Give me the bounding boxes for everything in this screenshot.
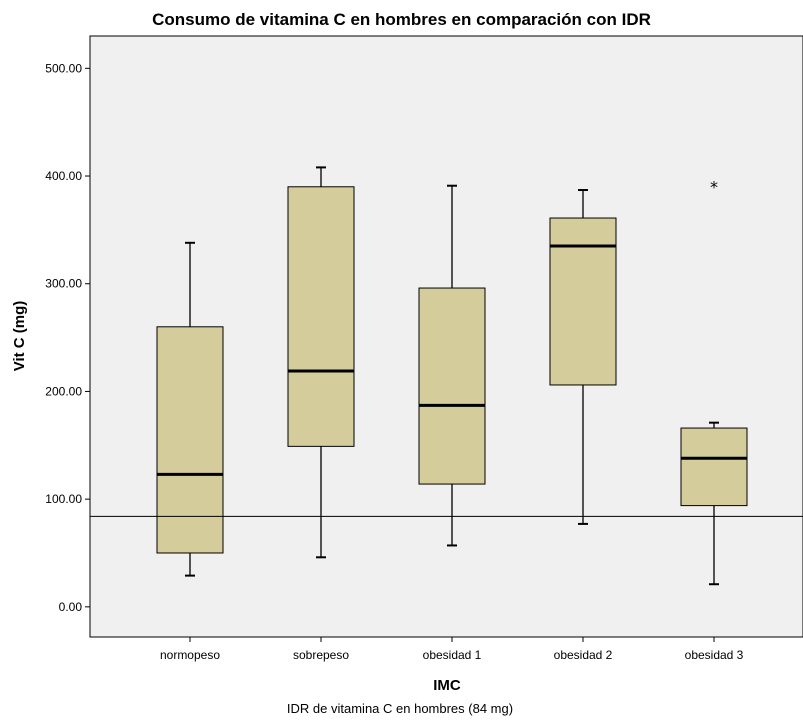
x-tick-label: normopeso: [160, 648, 220, 662]
y-axis: 0.00 100.00 200.00 300.00 400.00 500.00: [45, 61, 90, 614]
footnote-idr: IDR de vitamina C en hombres (84 mg): [287, 701, 513, 716]
y-tick-label: 100.00: [45, 492, 82, 506]
chart-title: Consumo de vitamina C en hombres en comp…: [152, 10, 651, 29]
x-axis-title: IMC: [433, 677, 461, 694]
iqr-box: [418, 287, 486, 485]
iqr-box: [287, 186, 355, 447]
box-obesidad-2: [549, 189, 617, 525]
iqr-box: [156, 326, 224, 554]
y-axis-title: Vit C (mg): [11, 301, 28, 372]
y-tick-label: 500.00: [45, 61, 82, 75]
y-tick-label: 0.00: [59, 600, 83, 614]
x-tick-label: obesidad 3: [685, 648, 744, 662]
box-sobrepeso: [287, 166, 355, 559]
y-tick-label: 200.00: [45, 384, 82, 398]
iqr-box: [549, 217, 617, 386]
box-normopeso: [156, 241, 224, 577]
x-axis: normopeso sobrepeso obesidad 1 obesidad 2 ob…: [160, 637, 744, 662]
box-obesidad-3: *: [680, 178, 748, 586]
iqr-box: [680, 427, 748, 507]
x-tick-label: sobrepeso: [293, 648, 349, 662]
box-series: *: [156, 166, 748, 586]
x-tick-label: obesidad 2: [554, 648, 613, 662]
y-tick-label: 300.00: [45, 277, 82, 291]
y-tick-label: 400.00: [45, 169, 82, 183]
box-obesidad-1: [418, 184, 486, 547]
outlier-marker: *: [710, 178, 718, 197]
x-tick-label: obesidad 1: [423, 648, 482, 662]
